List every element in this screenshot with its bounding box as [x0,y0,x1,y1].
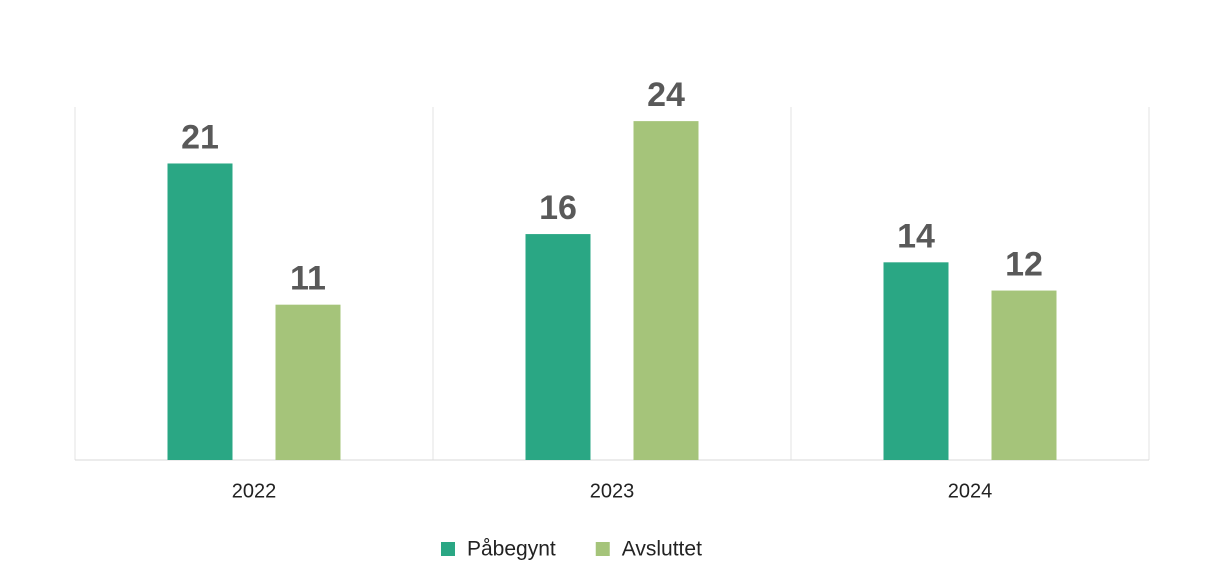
x-tick-label: 2022 [232,480,277,502]
x-tick-label: 2023 [590,480,635,502]
value-label: 24 [647,76,685,114]
x-tick-label: 2024 [948,480,993,502]
value-label: 16 [539,189,577,227]
value-label: 11 [290,260,326,298]
value-label: 14 [897,217,935,255]
bar [991,290,1057,460]
bar [167,163,233,461]
bar [633,121,699,461]
bar [275,304,341,460]
bar [883,262,949,460]
legend-label: Avsluttet [622,538,702,561]
value-label: 12 [1005,246,1043,284]
legend-swatch [595,542,610,556]
value-label: 21 [181,118,219,156]
legend-swatch [441,542,455,556]
legend-label: Påbegynt [467,538,556,561]
bar [525,234,591,460]
